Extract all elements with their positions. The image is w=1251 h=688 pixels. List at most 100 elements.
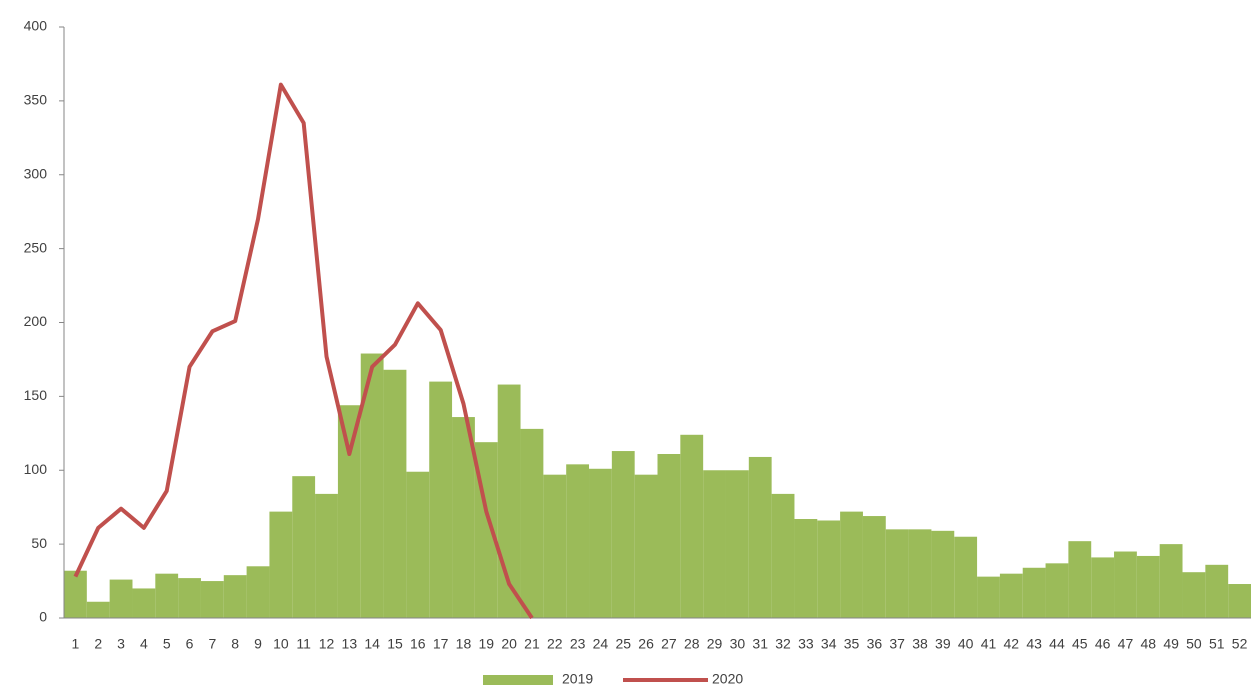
x-tick-label: 20	[501, 636, 517, 652]
x-tick-label: 40	[958, 636, 974, 652]
y-tick-label: 350	[24, 92, 48, 108]
bar	[246, 566, 270, 618]
x-tick-label: 32	[775, 636, 791, 652]
x-tick-label: 23	[570, 636, 586, 652]
bar	[885, 529, 909, 618]
x-tick-label: 21	[524, 636, 540, 652]
bar	[406, 471, 430, 618]
bar	[748, 456, 772, 618]
bar	[360, 353, 384, 618]
bar	[86, 601, 110, 618]
x-tick-label: 16	[410, 636, 426, 652]
bar	[589, 468, 612, 618]
x-tick-label: 33	[798, 636, 814, 652]
bar	[223, 575, 247, 618]
legend-swatch	[483, 675, 553, 685]
bar	[657, 453, 681, 618]
bar	[1205, 564, 1229, 618]
bar	[109, 579, 133, 618]
x-tick-label: 4	[140, 636, 148, 652]
x-tick-label: 8	[231, 636, 239, 652]
bar	[178, 578, 201, 618]
bar	[315, 493, 338, 618]
bar	[794, 519, 818, 618]
x-tick-label: 41	[981, 636, 997, 652]
bar	[862, 516, 886, 618]
x-tick-label: 10	[273, 636, 289, 652]
bar	[1114, 551, 1137, 618]
x-tick-label: 38	[912, 636, 928, 652]
x-tick-label: 31	[752, 636, 768, 652]
bar	[703, 470, 726, 618]
bar	[1068, 541, 1092, 618]
x-tick-label: 19	[479, 636, 495, 652]
bar	[611, 451, 635, 618]
x-tick-label: 28	[684, 636, 700, 652]
x-tick-label: 45	[1072, 636, 1088, 652]
bar	[64, 570, 87, 618]
y-tick-label: 200	[24, 313, 48, 329]
x-tick-label: 7	[208, 636, 216, 652]
bar	[725, 470, 749, 618]
x-tick-label: 44	[1049, 636, 1065, 652]
bar	[566, 464, 590, 618]
x-tick-label: 50	[1186, 636, 1202, 652]
x-tick-label: 35	[844, 636, 860, 652]
y-tick-label: 400	[24, 18, 48, 34]
bar	[1159, 544, 1183, 618]
x-tick-label: 25	[615, 636, 631, 652]
x-tick-label: 26	[638, 636, 654, 652]
x-tick-label: 1	[72, 636, 80, 652]
bar	[908, 529, 932, 618]
bar	[817, 520, 841, 618]
line	[73, 82, 534, 620]
bar	[337, 405, 361, 618]
y-tick-label: 50	[31, 535, 47, 551]
bar	[771, 493, 795, 618]
x-tick-label: 39	[935, 636, 951, 652]
x-tick-label: 11	[296, 636, 311, 652]
x-tick-label: 22	[547, 636, 563, 652]
bar	[1045, 563, 1069, 618]
bar	[429, 381, 453, 618]
x-tick-label: 27	[661, 636, 677, 652]
x-tick-label: 17	[433, 636, 449, 652]
x-tick-label: 48	[1140, 636, 1156, 652]
x-tick-label: 5	[163, 636, 171, 652]
x-tick-label: 12	[319, 636, 335, 652]
legend-label: 2020	[712, 671, 743, 687]
bar	[634, 474, 658, 618]
bar	[452, 417, 475, 618]
bar	[977, 576, 1000, 618]
y-tick-label: 100	[24, 461, 48, 477]
x-tick-label: 6	[186, 636, 194, 652]
bar	[155, 573, 179, 618]
x-tick-label: 15	[387, 636, 403, 652]
bar	[543, 474, 567, 618]
x-tick-label: 18	[456, 636, 472, 652]
x-tick-label: 49	[1163, 636, 1179, 652]
x-tick-label: 3	[117, 636, 125, 652]
bar	[1182, 572, 1206, 618]
x-tick-label: 42	[1004, 636, 1020, 652]
bar	[383, 369, 407, 618]
x-tick-label: 24	[593, 636, 609, 652]
x-tick-label: 14	[364, 636, 380, 652]
x-tick-label: 46	[1095, 636, 1111, 652]
bar	[1228, 584, 1251, 618]
y-tick-label: 0	[39, 609, 47, 625]
x-tick-label: 47	[1118, 636, 1134, 652]
bar	[999, 573, 1023, 618]
bar	[200, 581, 224, 618]
bar	[931, 530, 955, 618]
bar	[1136, 555, 1160, 618]
y-tick-label: 150	[24, 387, 48, 403]
bar	[1022, 567, 1046, 618]
bar	[954, 536, 978, 618]
x-tick-label: 36	[867, 636, 883, 652]
x-tick-label: 34	[821, 636, 837, 652]
x-tick-label: 29	[707, 636, 723, 652]
x-tick-label: 37	[889, 636, 905, 652]
bar	[680, 434, 704, 618]
